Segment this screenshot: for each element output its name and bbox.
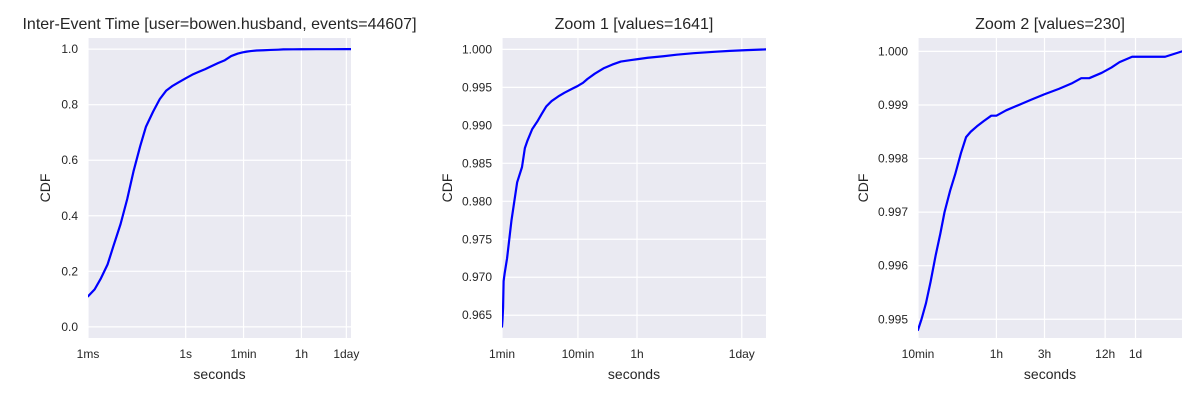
cdf-series-line [502, 48, 766, 328]
x-tick-label: 3h [1038, 347, 1051, 361]
x-tick-label: 1day [729, 347, 755, 361]
y-tick-label: 0.2 [61, 264, 78, 278]
y-tick-label: 1.000 [878, 44, 908, 58]
x-tick-label: 1h [295, 347, 308, 361]
x-tick-label: 1ms [77, 347, 100, 361]
plot-area [918, 38, 1182, 338]
y-tick-label: 0.0 [61, 320, 78, 334]
x-tick-label: 1s [179, 347, 192, 361]
y-axis-label: CDF [37, 174, 53, 203]
x-tick-label: 12h [1095, 347, 1115, 361]
y-tick-label: 1.000 [462, 42, 492, 56]
y-tick-label: 0.995 [462, 80, 492, 94]
x-axis-label: seconds [1024, 366, 1076, 382]
plot-area [502, 38, 766, 338]
y-tick-label: 0.998 [878, 152, 908, 166]
y-tick-label: 0.970 [462, 270, 492, 284]
chart-title: Zoom 2 [values=230] [975, 16, 1125, 33]
x-tick-label: 1min [489, 347, 515, 361]
cdf-series-line [918, 50, 1182, 332]
chart-title: Inter-Event Time [user=bowen.husband, ev… [22, 16, 416, 33]
y-axis-label: CDF [855, 174, 871, 203]
y-tick-label: 0.999 [878, 98, 908, 112]
y-tick-label: 0.980 [462, 194, 492, 208]
chart-panel-3: 10min 1h 3h 12h 1d 0.995 0.996 0.997 0.998 0.999 1… [855, 16, 1182, 382]
x-tick-label: 10min [902, 347, 935, 361]
y-tick-label: 1.0 [61, 42, 78, 56]
x-tick-label: 1h [990, 347, 1003, 361]
y-tick-label: 0.997 [878, 205, 908, 219]
y-tick-label: 0.990 [462, 118, 492, 132]
y-tick-label: 0.6 [61, 153, 78, 167]
x-tick-label: 1d [1129, 347, 1142, 361]
chart-title: Zoom 1 [values=1641] [555, 16, 714, 33]
y-tick-label: 0.985 [462, 156, 492, 170]
y-tick-label: 0.4 [61, 209, 78, 223]
y-tick-label: 0.8 [61, 98, 78, 112]
chart-panel-2: 1min 10min 1h 1day 0.965 0.970 0.975 0.980 0.985… [439, 16, 766, 382]
x-axis-label: seconds [193, 366, 245, 382]
y-tick-label: 0.975 [462, 232, 492, 246]
x-axis-label: seconds [608, 366, 660, 382]
y-tick-label: 0.996 [878, 259, 908, 273]
y-tick-label: 0.995 [878, 312, 908, 326]
x-tick-label: 10min [562, 347, 595, 361]
x-tick-label: 1h [630, 347, 643, 361]
y-tick-label: 0.965 [462, 308, 492, 322]
chart-panel-1: 1ms 1s 1min 1h 1day 0.0 0.2 0.4 0.6 0.8 1.0 Inter-E… [22, 16, 416, 382]
cdf-series-line [88, 48, 351, 298]
x-tick-label: 1min [231, 347, 257, 361]
y-axis-label: CDF [439, 174, 455, 203]
plot-area [88, 38, 351, 338]
x-tick-label: 1day [333, 347, 359, 361]
